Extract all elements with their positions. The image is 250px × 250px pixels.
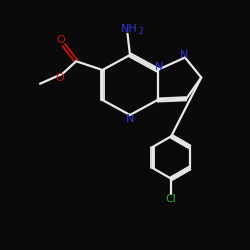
Text: 2: 2 xyxy=(139,27,143,36)
Text: N: N xyxy=(126,114,134,124)
Text: O: O xyxy=(55,73,64,83)
Text: O: O xyxy=(56,35,65,45)
Text: N: N xyxy=(154,62,163,72)
Text: Cl: Cl xyxy=(166,194,177,204)
Text: N: N xyxy=(180,50,189,60)
Text: NH: NH xyxy=(121,24,138,34)
